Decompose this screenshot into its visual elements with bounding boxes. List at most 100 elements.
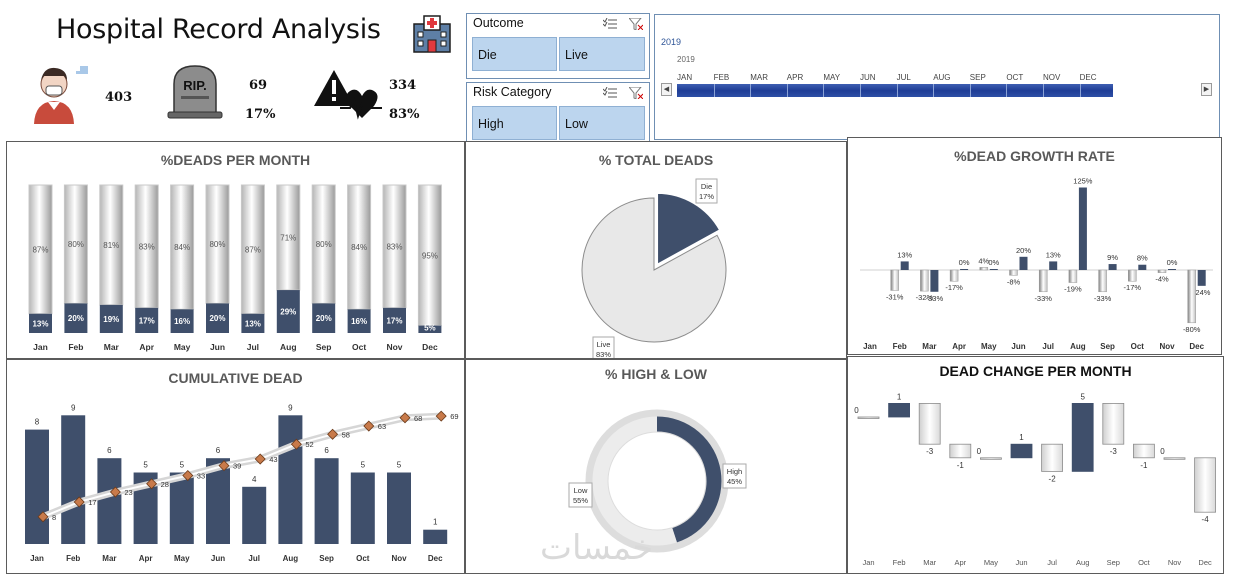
live-label: 83%	[139, 242, 155, 251]
slicer-option-die[interactable]: Die	[472, 37, 557, 71]
rip-text: RIP.	[183, 78, 207, 93]
timeline-month-may[interactable]: MAY	[823, 73, 841, 82]
bar-value-label: 9	[288, 403, 293, 412]
timeline-month-jun[interactable]: JUN	[860, 73, 876, 82]
dead-label: 19%	[103, 315, 119, 324]
timeline-scroll-left-icon[interactable]: ◀	[661, 83, 672, 96]
waterfall-value-label: -3	[926, 447, 934, 456]
timeline-month-divider	[860, 84, 861, 97]
bar-value-label: 9	[71, 403, 76, 412]
growth-rate-title: %DEAD GROWTH RATE	[954, 148, 1115, 164]
bar-value-label: 5	[143, 461, 148, 470]
growth-bar-b	[920, 269, 929, 292]
growth-bar-b	[1009, 269, 1018, 276]
x-tick-label: Dec	[422, 342, 438, 352]
timeline-month-mar[interactable]: MAR	[750, 73, 768, 82]
x-tick-label: Apr	[139, 342, 154, 352]
monthly-dead-bar	[350, 472, 375, 544]
x-tick-label: Nov	[386, 342, 402, 352]
growth-label-b: -31%	[886, 292, 904, 301]
live-callout-name: Live	[597, 340, 611, 349]
monthly-dead-bar	[278, 415, 303, 544]
live-label: 84%	[174, 243, 190, 252]
waterfall-value-label: 5	[1080, 392, 1085, 401]
timeline-month-jan[interactable]: JAN	[677, 73, 693, 82]
live-callout-box	[592, 336, 615, 358]
cumulative-value-label: 33	[197, 472, 205, 481]
waterfall-bar	[1163, 457, 1186, 460]
x-tick-label: Mar	[922, 342, 936, 351]
warning-heartbeat-icon	[312, 66, 384, 126]
multi-select-icon[interactable]	[602, 86, 617, 98]
x-tick-label: Jan	[33, 342, 48, 352]
x-tick-label: May	[984, 558, 998, 567]
growth-bar-a	[1138, 264, 1147, 270]
timeline-month-oct[interactable]: OCT	[1006, 73, 1024, 82]
waterfall-bar	[1041, 443, 1064, 472]
growth-bar-a	[1168, 269, 1176, 270]
timeline-month-sep[interactable]: SEP	[969, 73, 986, 82]
bar-value-label: 6	[107, 446, 112, 455]
x-tick-label: Mar	[923, 558, 936, 567]
monthly-dead-bar	[423, 529, 448, 544]
x-tick-label: Sep	[316, 342, 332, 352]
timeline-year: 2019	[677, 55, 695, 64]
timeline-month-nov[interactable]: NOV	[1043, 73, 1061, 82]
timeline-month-apr[interactable]: APR	[786, 73, 804, 82]
growth-label-b: -8%	[1007, 277, 1021, 286]
growth-label-a: -24%	[1193, 288, 1211, 297]
monthly-dead-bar	[97, 458, 122, 544]
timeline-month-jul[interactable]: JUL	[896, 73, 911, 82]
cumulative-marker	[73, 496, 85, 508]
pie-slice-die	[656, 191, 722, 267]
date-timeline: 2019 2019 JAN FEB MAR APR MAY JUN JUL AUG SEP OCT…	[654, 14, 1220, 140]
growth-label-a: 13%	[1046, 250, 1061, 259]
waterfall-value-label: 0	[977, 447, 982, 456]
live-label: 87%	[245, 245, 261, 254]
growth-rate-panel: %DEAD GROWTH RATE Jan 13% -31% Feb -33% -32% M…	[847, 137, 1222, 355]
x-tick-label: Sep	[1107, 558, 1120, 567]
high-low-title: % HIGH & LOW	[605, 366, 707, 382]
cumulative-marker	[399, 412, 411, 424]
growth-label-a: 125%	[1073, 177, 1093, 186]
x-tick-label: Feb	[893, 558, 906, 567]
dead-bar	[206, 303, 229, 333]
monthly-dead-bar	[387, 472, 411, 544]
clear-filter-icon[interactable]	[627, 17, 644, 31]
timeline-month-feb[interactable]: FEB	[713, 73, 730, 82]
x-tick-label: Jan	[30, 554, 44, 563]
timeline-month-divider	[786, 84, 788, 97]
monthly-dead-bar	[25, 429, 49, 544]
growth-bar-a	[960, 269, 969, 270]
timeline-scroll-right-icon[interactable]: ▶	[1201, 83, 1212, 96]
high-callout-name: High	[727, 467, 742, 476]
waterfall-bar	[1010, 443, 1033, 459]
timeline-month-dec[interactable]: DEC	[1079, 73, 1097, 82]
high-callout-value: 45%	[727, 477, 742, 486]
live-label: 71%	[280, 234, 296, 243]
slicer-option-live[interactable]: Live	[559, 37, 645, 71]
watermark-logo: خمسات	[540, 528, 654, 568]
high-callout-box	[722, 463, 747, 489]
cumulative-value-label: 58	[342, 430, 350, 439]
slicer-option-low[interactable]: Low	[559, 106, 645, 140]
waterfall-value-label: -3	[1110, 447, 1118, 456]
timeline-selection-bar[interactable]	[677, 84, 1113, 97]
growth-bar-a	[989, 269, 998, 270]
growth-bar-b	[1128, 269, 1137, 282]
total-deads-title: % TOTAL DEADS	[598, 152, 714, 168]
cumulative-value-label: 23	[124, 488, 132, 497]
dead-label: 20%	[68, 314, 84, 323]
bar-value-label: 5	[180, 461, 185, 470]
timeline-month-divider	[713, 84, 715, 97]
clear-filter-icon[interactable]	[627, 86, 644, 100]
slicer-option-high[interactable]: High	[472, 106, 557, 140]
cumulative-marker	[363, 420, 375, 432]
timeline-month-aug[interactable]: AUG	[933, 73, 951, 82]
growth-label-a: -33%	[926, 294, 944, 303]
multi-select-icon[interactable]	[602, 17, 617, 29]
bar-value-label: 1	[433, 518, 438, 527]
growth-rate-chart: Jan13%-31%Feb-33%-32%Mar0%-17%Apr0%4%May…	[860, 177, 1213, 351]
growth-label-a: 20%	[1016, 246, 1031, 255]
